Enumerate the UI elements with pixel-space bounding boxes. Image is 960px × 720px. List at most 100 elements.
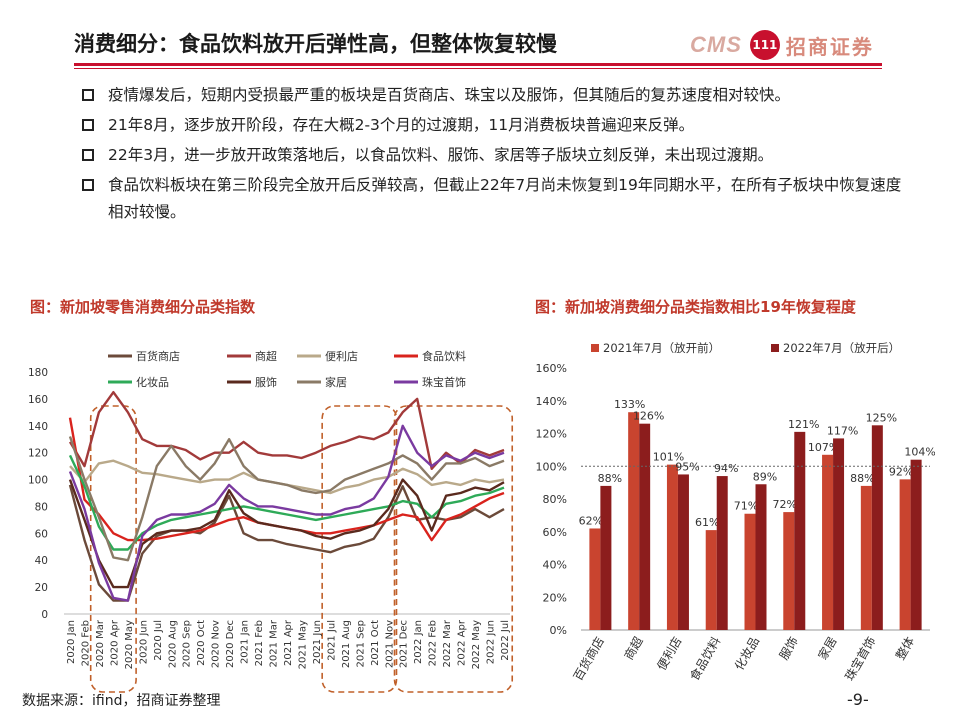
- x-tick-label: 2021 May: [297, 620, 308, 669]
- bar-value-label: 117%: [827, 424, 858, 437]
- bar: [871, 425, 883, 630]
- series-line: [68, 424, 505, 602]
- legend-label: 食品饮料: [422, 349, 466, 363]
- x-tick-label: 2021 Jul: [326, 620, 337, 661]
- bar: [899, 479, 911, 630]
- y-tick-label: 20: [35, 582, 48, 594]
- bar-value-label: 107%: [808, 441, 839, 454]
- x-tick-label: 化妆品: [732, 635, 762, 673]
- x-tick-label: 商超: [621, 634, 646, 662]
- bar: [833, 438, 845, 630]
- bar: [783, 512, 795, 630]
- x-tick-label: 2020 Nov: [211, 620, 222, 668]
- bullet-item: 22年3月，进一步放开政策落地后，以食品饮料、服饰、家居等子版块立刻反弹，未出现…: [78, 142, 908, 169]
- y-tick-label: 120%: [536, 428, 567, 441]
- bar: [910, 459, 922, 630]
- bullet-item: 21年8月，逐步放开阶段，存在大概2-3个月的过渡期，11月消费板块普遍迎来反弹…: [78, 112, 908, 139]
- bar-value-label: 94%: [714, 462, 738, 475]
- x-tick-label: 2020 Apr: [109, 619, 120, 666]
- bar: [794, 431, 806, 630]
- legend-swatch: [591, 344, 599, 352]
- bar-value-label: 62%: [579, 514, 603, 527]
- bar-chart: 0% 20% 40% 60% 80% 100% 120% 140% 160% 62% 88% 百货商店…: [536, 341, 935, 684]
- bar-value-label: 71%: [734, 500, 758, 513]
- x-tick-label: 2021 Aug: [341, 620, 352, 668]
- bar-value-label: 126%: [633, 410, 664, 423]
- x-tick-label: 2021 Jan: [240, 620, 251, 664]
- bar-value-label: 88%: [598, 472, 622, 485]
- x-tick-label: 2021 Feb: [254, 620, 265, 666]
- x-tick-label: 2021 Mar: [269, 619, 280, 667]
- y-tick-label: 140: [28, 421, 48, 433]
- brand-logo: CMS 111 招商证券: [690, 27, 874, 63]
- legend-label: 家居: [325, 375, 347, 389]
- bar: [744, 513, 756, 630]
- bar-value-label: 104%: [904, 446, 935, 459]
- x-tick-label: 服饰: [777, 635, 801, 663]
- y-tick-label: 80%: [543, 493, 567, 506]
- x-tick-label: 2020 Jan: [66, 620, 77, 664]
- y-tick-label: 160%: [536, 362, 567, 375]
- x-tick-label: 2022 Jul: [500, 620, 511, 661]
- legend-label: 2022年7月（放开后）: [783, 341, 900, 355]
- bar: [716, 476, 728, 630]
- bar-value-label: 92%: [889, 465, 913, 478]
- x-tick-label: 2021 Oct: [370, 620, 381, 666]
- legend-swatch: [771, 344, 779, 352]
- y-tick-label: 140%: [536, 395, 567, 408]
- x-tick-label: 2021 Apr: [283, 619, 294, 666]
- bullet-item: 食品饮料板块在第三阶段完全放开后反弹较高，但截止22年7月尚未恢复到19年同期水…: [78, 172, 908, 226]
- bar-value-label: 89%: [753, 470, 777, 483]
- title-divider: [74, 63, 882, 66]
- x-tick-label: 2022 May: [471, 620, 482, 669]
- x-tick-label: 食品饮料: [686, 634, 723, 683]
- x-tick-label: 2022 Mar: [442, 619, 453, 667]
- x-tick-label: 2022 Jun: [486, 620, 497, 664]
- bullet-list: 疫情爆发后，短期内受损最严重的板块是百货商店、珠宝以及服饰，但其随后的复苏速度相…: [78, 82, 908, 229]
- series-line: [68, 478, 505, 589]
- bar-value-label: 121%: [788, 418, 819, 431]
- x-tick-label: 2022 Apr: [457, 619, 468, 666]
- legend-label: 商超: [255, 349, 277, 363]
- bullet-text: 21年8月，逐步放开阶段，存在大概2-3个月的过渡期，11月消费板块普遍迎来反弹…: [108, 116, 695, 134]
- x-tick-label: 2020 Oct: [196, 620, 207, 666]
- page-title: 消费细分：食品饮料放开后弹性高，但整体恢复较慢: [74, 32, 557, 56]
- checkbox-square-icon: [82, 89, 94, 101]
- bar: [639, 423, 651, 630]
- x-tick-label: 2020 Jun: [138, 620, 149, 664]
- bar: [860, 485, 872, 630]
- bar-value-label: 125%: [866, 411, 897, 424]
- highlight-period-box: [89, 405, 137, 693]
- x-tick-label: 2020 Jul: [153, 620, 164, 661]
- page-number: -9-: [847, 690, 869, 709]
- bar: [822, 454, 834, 630]
- x-tick-label: 2021 Jun: [312, 620, 323, 664]
- x-tick-label: 家居: [815, 634, 840, 662]
- y-tick-label: 0: [41, 609, 48, 621]
- x-tick-label: 2022 Feb: [428, 620, 439, 666]
- data-source: 数据来源：ifind，招商证券整理: [22, 693, 221, 709]
- legend-label: 化妆品: [136, 375, 169, 389]
- x-tick-label: 2021 Sep: [355, 620, 366, 667]
- y-tick-label: 80: [35, 501, 48, 513]
- logo-cms-text: CMS: [690, 32, 742, 57]
- bar: [705, 530, 717, 630]
- y-tick-label: 100%: [536, 460, 567, 473]
- x-tick-label: 2021 Nov: [384, 620, 395, 668]
- x-tick-label: 珠宝首饰: [842, 635, 878, 684]
- checkbox-square-icon: [82, 149, 94, 161]
- series-line: [69, 459, 505, 495]
- bar-value-label: 95%: [675, 460, 699, 473]
- bar-value-label: 72%: [773, 498, 797, 511]
- bullet-text: 疫情爆发后，短期内受损最严重的板块是百货商店、珠宝以及服饰，但其随后的复苏速度相…: [108, 86, 791, 104]
- x-tick-label: 便利店: [654, 635, 684, 673]
- bar-value-label: 88%: [850, 472, 874, 485]
- bullet-text: 22年3月，进一步放开政策落地后，以食品饮料、服饰、家居等子版块立刻反弹，未出现…: [108, 146, 774, 164]
- bar-value-label: 61%: [695, 516, 719, 529]
- bar: [600, 485, 612, 630]
- legend-label: 便利店: [325, 349, 358, 363]
- bullet-text: 食品饮料板块在第三阶段完全放开后反弹较高，但截止22年7月尚未恢复到19年同期水…: [108, 176, 902, 221]
- x-tick-label: 2020 Aug: [167, 620, 178, 668]
- x-tick-label: 2020 May: [124, 620, 135, 669]
- logo-company-name: 招商证券: [785, 34, 874, 59]
